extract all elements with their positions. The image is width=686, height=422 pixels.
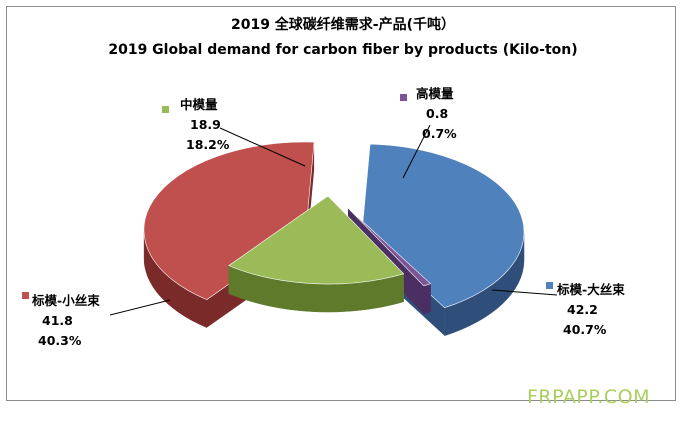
legend-key-3 [22, 292, 29, 299]
chart-title: 2019 全球碳纤维需求-产品(千吨） [231, 16, 455, 33]
chart-frame [6, 6, 676, 401]
leader-line-1 [402, 124, 431, 179]
slice-label-percent-1: 0.7% [422, 126, 457, 141]
chart-subtitle: 2019 Global demand for carbon fiber by p… [108, 42, 577, 58]
slice-label-name-2: 中模量 [180, 97, 218, 112]
slice-label-group-2: 中模量 18.9 18.2% [162, 97, 306, 167]
legend-key-1 [400, 94, 407, 101]
slices-layer [143, 141, 525, 337]
slice-label-percent-0: 40.7% [563, 322, 607, 337]
slice-label-value-3: 41.8 [42, 313, 73, 328]
slice-intermediate-modulus-top [228, 195, 405, 285]
leader-line-2 [219, 127, 306, 167]
slice-label-percent-2: 18.2% [186, 137, 230, 152]
slice-label-name-0: 标模-大丝束 [556, 282, 625, 297]
slice-label-group-0: 标模-大丝束 42.2 40.7% [491, 282, 625, 337]
slice-high-modulus-top [347, 207, 432, 287]
watermark-text: FRPAPP.COM [527, 386, 650, 408]
slice-label-group-1: 高模量 0.8 0.7% [400, 86, 457, 179]
slice-label-value-1: 0.8 [426, 106, 448, 121]
legend-key-0 [546, 282, 553, 289]
slice-label-group-3: 标模-小丝束 41.8 40.3% [22, 292, 171, 348]
slice-intermediate-modulus [228, 195, 405, 313]
labels-layer: 标模-大丝束 42.2 40.7% 高模量 0.8 0.7% 中模量 18.9 18.2% 标模-… [22, 86, 625, 348]
slice-label-name-3: 标模-小丝束 [31, 293, 100, 308]
slice-standard-large-tow [361, 143, 525, 337]
slice-label-percent-3: 40.3% [38, 333, 82, 348]
slice-label-value-2: 18.9 [190, 117, 221, 132]
leader-line-3 [109, 299, 171, 316]
legend-key-2 [162, 106, 169, 113]
slice-label-value-0: 42.2 [567, 302, 598, 317]
leader-line-0 [491, 289, 558, 296]
slice-label-name-1: 高模量 [416, 86, 454, 101]
